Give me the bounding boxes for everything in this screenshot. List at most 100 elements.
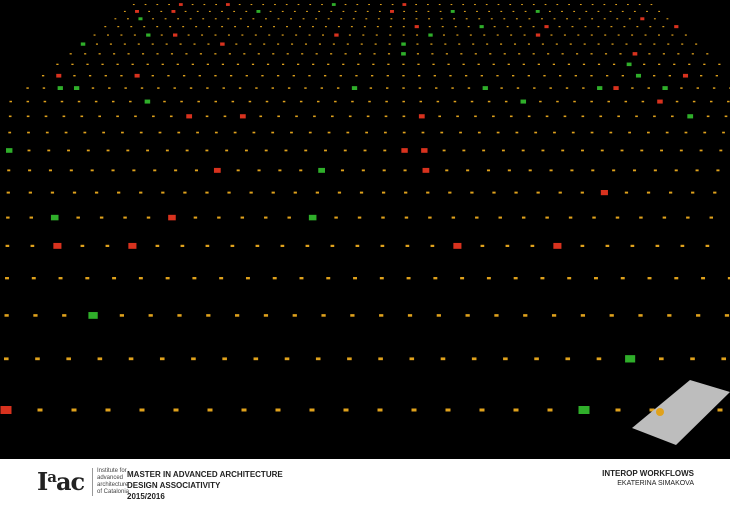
red-marker: [553, 242, 562, 249]
red-marker: [128, 242, 137, 249]
grid-marker: [621, 10, 624, 12]
grid-marker: [64, 131, 68, 134]
grid-marker: [537, 63, 540, 65]
grid-marker: [350, 26, 353, 28]
grid-marker: [308, 75, 311, 77]
grid-marker: [402, 131, 406, 134]
grid-marker: [334, 100, 337, 103]
grid-marker: [254, 34, 257, 36]
grid-marker: [380, 244, 385, 247]
grid-marker: [334, 216, 338, 219]
red-marker: [334, 33, 339, 37]
grid-marker: [594, 277, 598, 280]
grid-marker: [671, 115, 674, 118]
grid-marker: [28, 169, 32, 172]
grid-marker: [415, 18, 418, 20]
grid-marker: [470, 191, 474, 194]
grid-marker: [86, 149, 90, 152]
grid-marker: [438, 4, 441, 6]
red-marker: [225, 3, 230, 6]
grid-marker: [355, 75, 358, 77]
red-marker: [220, 42, 225, 46]
grid-marker: [44, 115, 48, 118]
grid-marker: [407, 314, 413, 317]
grid-marker: [275, 408, 281, 412]
grid-marker: [344, 4, 347, 6]
grid-marker: [163, 100, 166, 103]
grid-marker: [438, 115, 441, 118]
grid-marker: [590, 131, 594, 134]
grid-marker: [344, 53, 347, 55]
grid-marker: [196, 10, 199, 12]
grid-marker: [553, 18, 556, 20]
grid-marker: [647, 87, 650, 89]
grid-marker: [350, 314, 355, 317]
grid-marker: [199, 53, 202, 55]
grid-marker: [249, 43, 252, 45]
grid-marker: [674, 277, 679, 280]
grid-marker: [277, 43, 280, 45]
grid-marker: [568, 4, 570, 6]
grid-marker: [264, 149, 268, 152]
grid-marker: [402, 63, 405, 65]
green-marker: [80, 42, 86, 46]
grid-marker: [299, 277, 304, 280]
grid-marker: [342, 63, 345, 65]
grid-marker: [503, 357, 508, 361]
grid-marker: [646, 191, 651, 194]
grid-marker: [597, 43, 600, 45]
grid-marker: [370, 75, 374, 77]
grid-marker: [357, 63, 360, 65]
grid-marker: [467, 26, 470, 28]
grid-marker: [223, 115, 227, 118]
grid-marker: [315, 18, 318, 20]
grid-marker: [221, 10, 223, 12]
grid-marker: [173, 408, 179, 412]
grid-marker: [228, 53, 231, 55]
grid-marker: [272, 53, 275, 55]
grid-marker: [180, 244, 185, 247]
grid-marker: [261, 75, 264, 77]
grid-marker: [660, 149, 663, 152]
grid-marker: [167, 75, 170, 77]
grid-marker: [597, 26, 600, 28]
grid-marker: [214, 53, 217, 55]
grid-marker: [299, 26, 301, 28]
grid-marker: [653, 18, 656, 20]
grid-marker: [696, 314, 701, 317]
grid-marker: [247, 26, 250, 28]
grid-marker: [225, 149, 229, 152]
grid-marker: [86, 63, 89, 65]
grid-marker: [346, 131, 350, 134]
grid-marker: [600, 149, 604, 152]
red-marker: [401, 148, 408, 153]
grid-marker: [638, 314, 643, 317]
grid-marker: [250, 4, 253, 6]
grid-marker: [106, 149, 110, 152]
grid-marker: [369, 87, 373, 89]
grid-marker: [540, 277, 545, 280]
course-year: 2015/2016: [127, 492, 165, 501]
grid-marker: [379, 4, 382, 6]
grid-marker: [263, 314, 269, 317]
grid-marker: [609, 10, 612, 12]
grid-marker: [227, 18, 230, 20]
grid-marker: [462, 149, 466, 152]
grid-marker: [174, 169, 178, 172]
grid-marker: [665, 131, 669, 134]
grid-marker: [631, 87, 634, 89]
grid-marker: [359, 53, 362, 55]
grid-marker: [50, 191, 55, 194]
green-marker: [73, 86, 80, 90]
grid-marker: [28, 191, 32, 194]
grid-marker: [700, 75, 703, 77]
grid-marker: [448, 191, 452, 194]
grid-marker: [382, 169, 386, 172]
grid-marker: [583, 43, 586, 45]
grid-marker: [71, 408, 77, 412]
grid-marker: [445, 408, 451, 412]
grid-marker: [467, 87, 471, 89]
green-marker: [57, 86, 63, 90]
grid-marker: [641, 100, 645, 103]
grid-marker: [222, 87, 225, 89]
